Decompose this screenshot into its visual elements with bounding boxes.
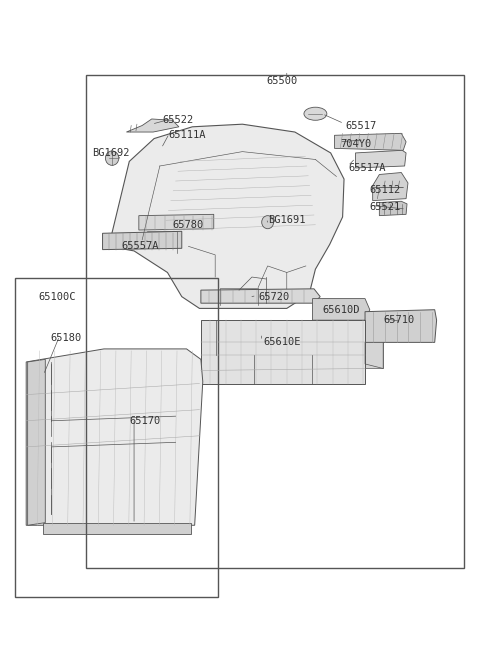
Bar	[15, 278, 217, 597]
Text: 704Y0: 704Y0	[340, 139, 372, 149]
Polygon shape	[365, 342, 383, 369]
Polygon shape	[312, 298, 370, 320]
Polygon shape	[103, 232, 182, 250]
Text: 65500: 65500	[266, 76, 298, 86]
Polygon shape	[139, 215, 214, 230]
Polygon shape	[43, 523, 192, 534]
Text: 65522: 65522	[163, 115, 194, 125]
Text: 65557A: 65557A	[121, 241, 159, 251]
Polygon shape	[356, 150, 406, 168]
Text: 65112: 65112	[370, 184, 401, 195]
Polygon shape	[372, 173, 408, 201]
Text: 65111A: 65111A	[168, 130, 206, 140]
Text: 65517A: 65517A	[349, 163, 386, 173]
Ellipse shape	[262, 216, 274, 229]
Bar	[86, 75, 464, 568]
Polygon shape	[379, 201, 407, 216]
Polygon shape	[109, 124, 344, 308]
Polygon shape	[26, 349, 203, 525]
Text: 65521: 65521	[370, 202, 401, 212]
Text: 65517: 65517	[345, 121, 376, 131]
Polygon shape	[201, 289, 320, 303]
Text: 65720: 65720	[258, 292, 289, 302]
Ellipse shape	[304, 107, 327, 120]
Polygon shape	[365, 310, 437, 342]
Text: BG1691: BG1691	[268, 215, 305, 225]
Text: BG1692: BG1692	[92, 148, 130, 158]
Text: 65100C: 65100C	[38, 292, 76, 302]
Text: 65170: 65170	[129, 416, 160, 426]
Text: 65710: 65710	[383, 315, 414, 325]
Polygon shape	[126, 119, 179, 132]
Text: 65610E: 65610E	[263, 337, 300, 348]
Ellipse shape	[106, 151, 119, 165]
Text: 65180: 65180	[50, 333, 81, 343]
Polygon shape	[335, 133, 406, 150]
Text: 65610D: 65610D	[322, 304, 360, 315]
Text: 65780: 65780	[172, 220, 204, 230]
Polygon shape	[201, 320, 365, 384]
Polygon shape	[28, 359, 45, 525]
